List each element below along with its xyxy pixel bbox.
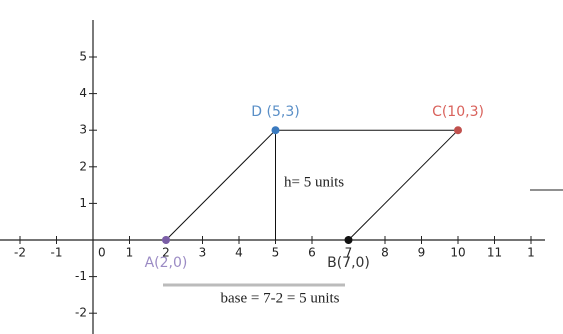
x-tick-label: 6 <box>308 246 316 260</box>
x-tick-label: -1 <box>51 246 63 260</box>
y-tick-label: 1 <box>79 196 87 210</box>
point-label: D (5,3) <box>251 104 299 120</box>
x-tick-label: 8 <box>381 246 389 260</box>
point-label: A(2,0) <box>145 255 188 271</box>
y-tick-label: 5 <box>79 50 87 64</box>
x-tick-label: 0 <box>98 246 106 260</box>
point <box>454 126 462 135</box>
y-tick-label: -1 <box>75 269 87 283</box>
x-tick-label: 3 <box>199 246 207 260</box>
point <box>162 236 170 244</box>
x-tick-label: 2 <box>162 246 170 260</box>
point-label: B(7,0) <box>327 255 370 271</box>
x-tick-label: -2 <box>14 246 26 260</box>
y-tick-label: 4 <box>79 86 87 100</box>
height-note: h= 5 units <box>284 174 344 190</box>
x-tick-label: 5 <box>272 246 280 260</box>
x-tick-label: 7 <box>345 246 353 260</box>
x-tick-label: 1 <box>126 246 134 260</box>
x-tick-label: 9 <box>418 246 426 260</box>
y-tick-label: 2 <box>79 159 87 173</box>
segment <box>165 129 276 241</box>
y-tick-label: 3 <box>79 123 87 137</box>
segment <box>348 129 459 241</box>
point <box>344 236 353 244</box>
y-tick-label: -2 <box>75 306 87 320</box>
base-note: base = 7-2 = 5 units <box>221 290 340 306</box>
x-tick-label: 1 <box>527 246 535 260</box>
x-tick-label: 4 <box>235 246 243 260</box>
point-label: C(10,3) <box>432 104 484 120</box>
point <box>271 126 280 135</box>
x-tick-label: 11 <box>487 246 502 260</box>
x-tick-label: 10 <box>450 246 465 260</box>
